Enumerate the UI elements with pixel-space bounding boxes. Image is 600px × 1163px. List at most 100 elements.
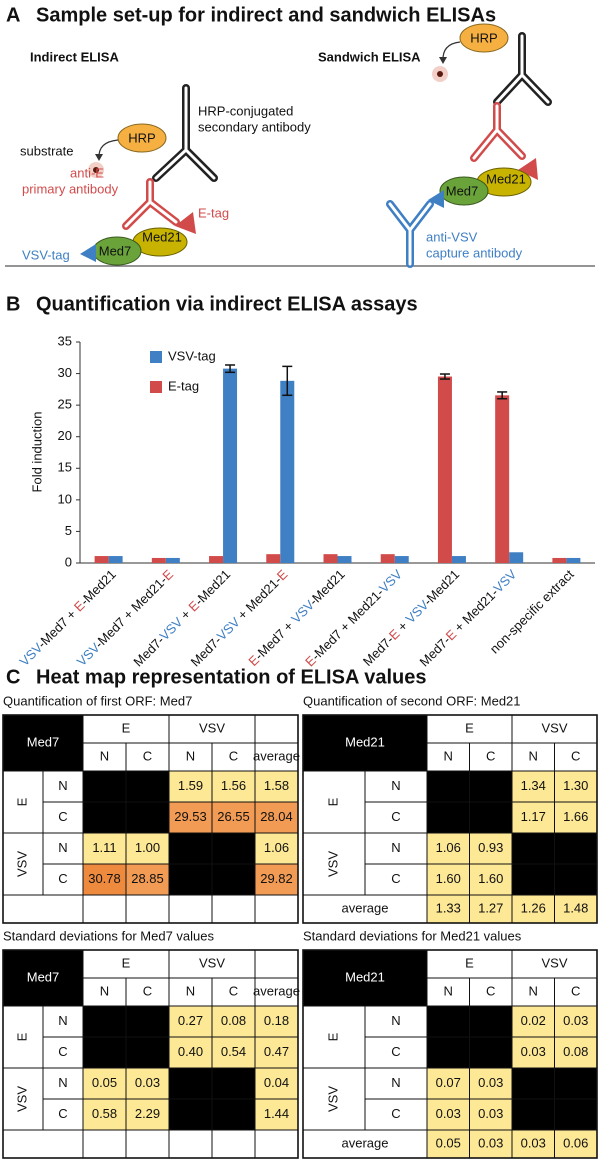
label: Med7 [446,183,479,198]
cell-text: 28.04 [260,809,293,824]
cell [364,770,428,803]
cell [254,1005,299,1038]
cell-text: 1.17 [521,809,546,824]
cell [2,770,44,834]
cell-text: N [391,1075,400,1090]
y-tick-label: 15 [58,460,72,475]
cell [469,1005,513,1038]
x-tick-label: E-Med7 + VSV-Med21 [246,567,348,669]
cell [302,1005,366,1069]
label-part: -Med21 [306,567,348,609]
cell [554,742,598,772]
med7 [439,176,489,206]
cell-text: E [14,1032,29,1041]
label: substrate [20,143,73,158]
cell-text: E [122,720,131,735]
label-part: + Med21- [449,585,501,637]
cell-text: C [571,748,580,763]
cell-text: N [58,1013,67,1028]
cell [168,977,213,1007]
cell [168,770,213,803]
cell [511,801,555,834]
cell [364,1098,428,1131]
diagram-title: Indirect ELISA [30,49,119,64]
cell [82,1005,127,1038]
panel-title: Sample set-up for indirect and sandwich … [36,4,496,26]
cell [168,742,213,772]
cell-text: 0.03 [135,1075,160,1090]
cell-text: 0.02 [521,1013,546,1028]
cell [42,770,84,803]
cell [168,1036,213,1069]
panel-letter: A [6,4,20,26]
cell [469,770,513,803]
cell [511,863,555,896]
e-tag [518,158,538,180]
cell-text: 29.82 [260,871,293,886]
cell-text: 0.03 [563,1013,588,1028]
cell [254,977,299,1007]
cell-text: VSV [325,851,340,877]
cell-text: 1.56 [221,778,246,793]
cell [469,1036,513,1069]
cell-text: 1.00 [135,840,160,855]
cell [2,1129,84,1159]
cell-text: Med21 [345,969,385,984]
label: secondary antibody [198,119,311,134]
cell [211,863,256,896]
cell [364,801,428,834]
cell [469,801,513,834]
label: capture antibody [426,245,523,260]
cell-text: C [391,809,400,824]
label: VSV-tag [22,247,70,262]
cell-text: 2.29 [135,1106,160,1121]
bar [323,554,338,563]
panel-letter: B [6,293,20,315]
cell-text: N [58,1075,67,1090]
cell [469,894,513,924]
cell [426,949,513,979]
cell [469,742,513,772]
hrp [117,123,167,153]
chart-title: Quantification via indirect ELISA assays [36,293,418,315]
cell [168,894,213,924]
cell [2,894,84,924]
cell-text: N [186,748,195,763]
y-tick-label: 5 [65,523,72,538]
cell [125,1036,170,1069]
cell-text: C [143,748,152,763]
cell [511,742,555,772]
substrate-core [93,167,99,173]
bar [94,556,109,563]
error-bar [225,364,236,374]
cell-text: VSV [541,720,567,735]
cell [364,1005,428,1038]
heat-table: Standard deviations for Med7 values Med7 E… [2,928,300,1159]
cell [254,894,299,924]
cell-text: 1.60 [436,871,461,886]
cell [511,1005,555,1038]
cell-text: 0.03 [478,1106,503,1121]
bar [108,556,123,563]
cell [554,832,598,865]
cell-text: 0.18 [264,1013,289,1028]
cell [168,714,256,744]
heat-table: Standard deviations for Med21 values Med2… [302,928,598,1159]
cell [554,1005,598,1038]
cell-text: 1.44 [264,1106,289,1121]
cell [2,1005,44,1069]
cell-text: 0.06 [563,1135,588,1150]
cell-text: N [391,778,400,793]
cell [254,801,299,834]
cell-text: C [486,983,495,998]
y-tick-label: 10 [58,491,72,506]
arrow-head [95,154,103,161]
cell-text: 0.58 [92,1106,117,1121]
cell-text: 0.93 [478,840,503,855]
cell [426,1098,470,1131]
cell [254,1129,299,1159]
primary-antibody-inner [124,180,178,228]
cell-text: 26.55 [217,809,250,824]
cell [82,863,127,896]
cell [168,1005,213,1038]
